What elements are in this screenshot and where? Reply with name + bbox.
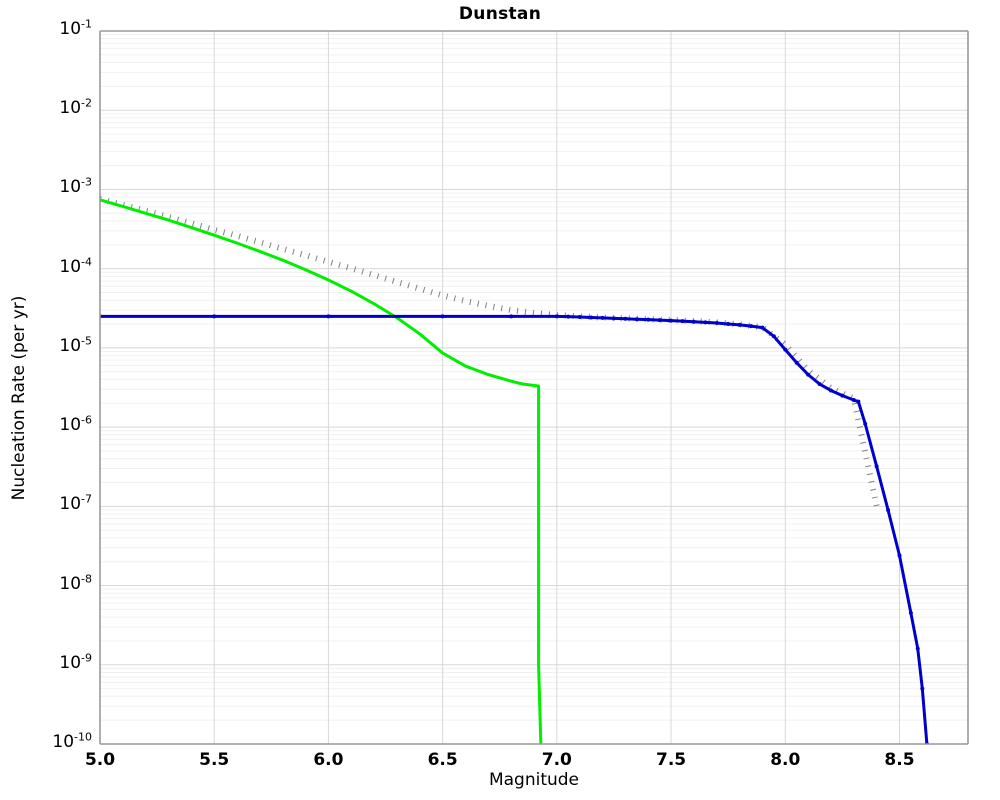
x-tick-label: 7.0 (541, 750, 572, 770)
data-point-marker (737, 322, 742, 327)
chart-title: Dunstan (458, 4, 542, 24)
data-point-marker (908, 611, 913, 616)
y-tick-label: 10-9 (59, 651, 92, 673)
data-point-marker (863, 421, 868, 426)
y-tick-label: 10-5 (59, 334, 92, 356)
x-tick-label: 8.0 (770, 750, 801, 770)
x-tick-label: 8.5 (884, 750, 915, 770)
y-tick-label: 10-4 (59, 255, 92, 277)
data-point-marker (840, 393, 845, 398)
x-tick-label: 7.5 (655, 750, 687, 770)
y-tick-label: 10-3 (59, 175, 92, 198)
data-point-marker (646, 317, 651, 322)
data-point-marker (589, 315, 594, 320)
data-point-marker (657, 318, 662, 323)
data-point-marker (915, 646, 920, 651)
x-tick-label: 6.5 (427, 750, 458, 770)
data-point-marker (600, 315, 605, 320)
y-tick-label: 10-7 (59, 492, 92, 515)
x-tick-label: 5.5 (199, 750, 230, 770)
data-point-marker (874, 464, 879, 469)
y-tick-label: 10-10 (52, 730, 92, 752)
data-point-marker (851, 397, 856, 402)
y-tick-label: 10-2 (59, 96, 92, 119)
data-point-marker (760, 325, 765, 330)
data-point-marker (623, 316, 628, 321)
x-tick-label: 6.0 (313, 750, 344, 770)
data-point-marker (440, 314, 445, 319)
data-point-marker (566, 314, 571, 319)
data-point-marker (326, 314, 331, 319)
data-point-marker (856, 399, 861, 404)
data-point-marker (634, 317, 639, 322)
data-point-marker (509, 314, 514, 319)
data-point-marker (669, 318, 674, 323)
data-point-marker (817, 382, 822, 387)
y-tick-label: 10-8 (59, 571, 92, 594)
data-point-marker (554, 314, 559, 319)
data-point-marker (794, 360, 799, 365)
data-point-marker (577, 315, 582, 320)
data-point-marker (897, 553, 902, 558)
series-green-solid-curve (100, 198, 543, 744)
data-point-marker (828, 388, 833, 393)
data-point-marker (680, 319, 685, 324)
data-point-marker (771, 334, 776, 339)
data-point-marker (886, 507, 891, 512)
data-point-marker (691, 319, 696, 324)
data-point-marker (611, 316, 616, 321)
data-point-marker (714, 321, 719, 326)
data-point-marker (920, 686, 925, 691)
data-point-marker (212, 314, 217, 319)
data-point-marker (806, 372, 811, 377)
data-point-marker (726, 322, 731, 327)
y-tick-label: 10-1 (59, 17, 92, 39)
data-point-marker (703, 320, 708, 325)
x-tick-label: 5.0 (84, 750, 116, 770)
x-axis-label: Magnitude (488, 770, 580, 790)
data-point-marker (749, 324, 753, 329)
y-tick-label: 10-6 (59, 413, 92, 436)
data-point-marker (783, 347, 788, 352)
